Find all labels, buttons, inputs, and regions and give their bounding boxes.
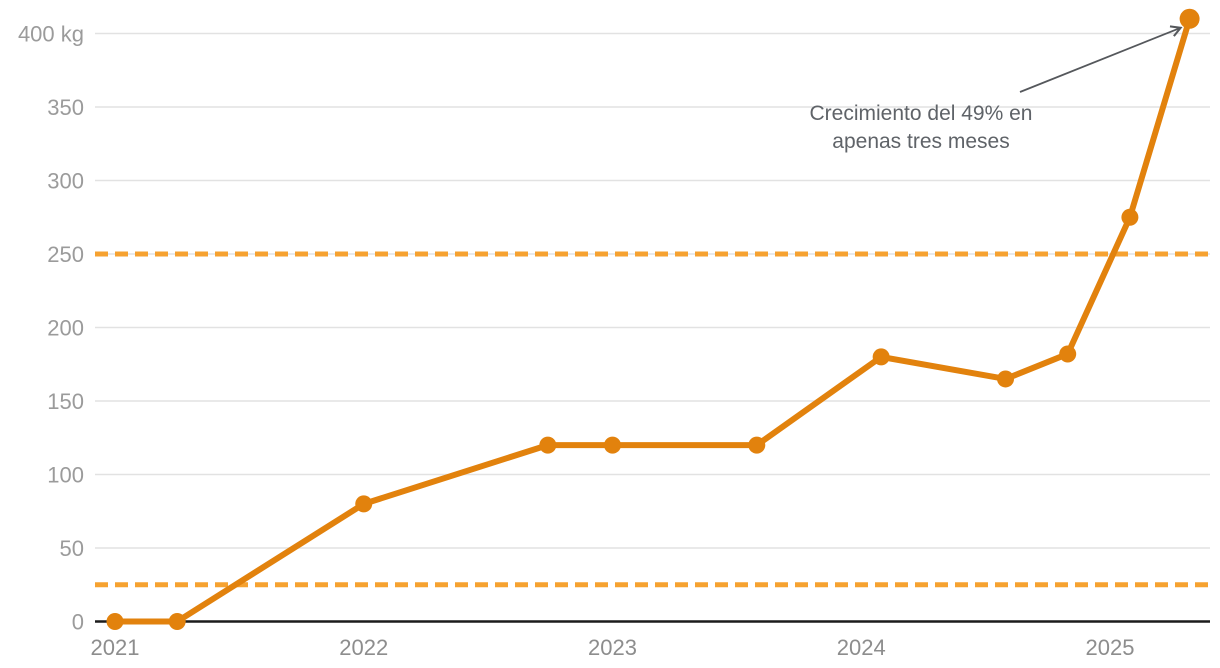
x-axis-tick-label: 2021: [91, 635, 140, 660]
data-point-marker: [1059, 345, 1077, 363]
data-point-marker: [168, 613, 186, 630]
data-point-marker: [1179, 8, 1200, 29]
data-point-marker: [1121, 208, 1139, 226]
y-axis-tick-label: 400 kg: [18, 22, 84, 47]
y-axis-tick-label: 350: [47, 95, 84, 120]
annotation-line-2: apenas tres meses: [832, 130, 1010, 153]
annotation-callout: Crecimiento del 49% en apenas tres meses: [771, 100, 1071, 156]
y-axis-tick-label: 250: [47, 242, 84, 267]
y-axis-tick-label: 300: [47, 169, 84, 194]
annotation-line-1: Crecimiento del 49% en: [809, 102, 1033, 125]
x-axis-tick-label: 2023: [588, 635, 637, 660]
data-point-marker: [748, 436, 766, 454]
y-axis-tick-label: 100: [47, 463, 84, 488]
data-point-marker: [539, 436, 557, 454]
data-point-marker: [355, 495, 373, 513]
y-axis-tick-label: 50: [60, 536, 84, 561]
x-axis-tick-label: 2022: [339, 635, 388, 660]
data-point-marker: [106, 613, 124, 630]
annotation-arrow: [1019, 25, 1183, 93]
y-axis-tick-label: 200: [47, 316, 84, 341]
y-axis-tick-label: 0: [72, 610, 84, 635]
y-axis-tick-label: 150: [47, 389, 84, 414]
data-point-marker: [997, 370, 1015, 388]
data-point-marker: [604, 436, 621, 454]
x-axis-tick-label: 2024: [837, 635, 886, 660]
data-point-marker: [872, 348, 890, 366]
x-axis-tick-label: 2025: [1086, 635, 1135, 660]
